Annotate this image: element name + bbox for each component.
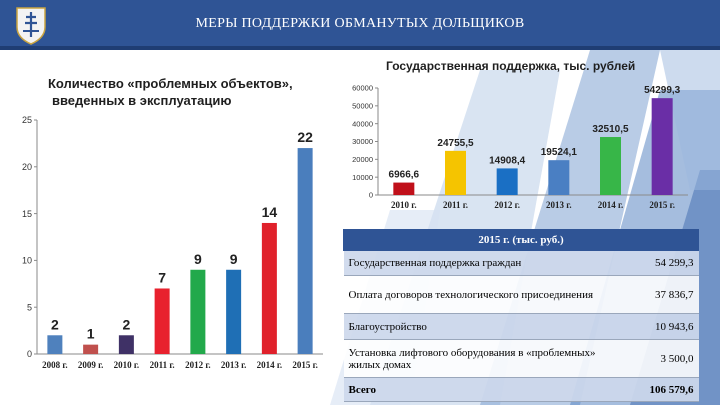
row-value: 54 299,3 — [618, 250, 699, 276]
support-table: 2015 г. (тыс. руб.) Государственная подд… — [343, 229, 699, 402]
y-tick-label: 40000 — [352, 119, 373, 128]
row-value: 3 500,0 — [618, 339, 699, 378]
bar-1 — [47, 335, 63, 354]
table-row: Оплата договоров технологического присое… — [343, 275, 699, 314]
category-label: 2013 г. — [546, 200, 572, 210]
chart-title: Государственная поддержка, тыс. рублей — [386, 59, 635, 73]
data-label: 22 — [297, 129, 313, 145]
category-label: 2012 г. — [494, 200, 520, 210]
category-label: 2013 г. — [221, 360, 247, 370]
table-header: 2015 г. (тыс. руб.) — [343, 229, 699, 251]
row-value: 37 836,7 — [618, 275, 699, 314]
data-label: 9 — [194, 251, 202, 267]
bar-3 — [496, 168, 518, 195]
bars: 2 2008 г. 1 2009 г. 2 2010 г. 7 2011 г. 9 2012 г.… — [42, 129, 318, 370]
bar-1 — [393, 182, 415, 195]
chart-title-line-2: введенных в эксплуатацию — [52, 93, 231, 108]
total-label: Всего — [343, 377, 619, 402]
data-label: 2 — [122, 316, 130, 332]
data-label: 6966,6 — [389, 170, 420, 181]
y-tick-label: 5 — [27, 302, 32, 312]
novosibirsk-crest-icon — [16, 7, 46, 45]
category-label: 2014 г. — [257, 360, 283, 370]
table-total-row: Всего 106 579,6 — [343, 377, 699, 402]
bar-5 — [190, 269, 206, 354]
y-tick-label: 0 — [27, 349, 32, 359]
page-title: МЕРЫ ПОДДЕРЖКИ ОБМАНУТЫХ ДОЛЬЩИКОВ — [195, 16, 525, 31]
data-label: 7 — [158, 269, 166, 285]
category-label: 2010 г. — [391, 200, 417, 210]
table-row: Благоустройство 10 943,6 — [343, 313, 699, 340]
y-axis: 0 10000 20000 30000 40000 50000 60000 — [352, 84, 688, 200]
table-row: Государственная поддержка граждан 54 299… — [343, 250, 699, 276]
y-tick-label: 15 — [22, 209, 32, 219]
row-value: 10 943,6 — [618, 313, 699, 340]
data-label: 14908,4 — [489, 155, 526, 166]
table-header-row: 2015 г. (тыс. руб.) — [343, 229, 699, 251]
y-tick-label: 25 — [22, 115, 32, 125]
bar-7 — [261, 222, 277, 354]
bar-2 — [445, 150, 466, 195]
data-label: 14 — [262, 204, 278, 220]
header-bar — [0, 0, 720, 50]
y-tick-label: 30000 — [352, 137, 373, 146]
bar-3 — [118, 335, 134, 354]
category-label: 2015 г. — [292, 360, 318, 370]
data-label: 24755,5 — [437, 138, 474, 149]
bar-5 — [600, 137, 621, 195]
data-label: 2 — [51, 316, 59, 332]
y-tick-label: 20 — [22, 162, 32, 172]
y-tick-label: 10 — [22, 256, 32, 266]
header-divider — [0, 46, 720, 50]
bar-6 — [651, 98, 673, 195]
data-label: 32510,5 — [592, 124, 629, 135]
category-label: 2011 г. — [150, 360, 175, 370]
chart-title-line-1: Количество «проблемных объектов», — [48, 76, 293, 91]
y-tick-label: 50000 — [352, 101, 373, 110]
data-label: 54299,3 — [644, 85, 681, 96]
category-label: 2009 г. — [78, 360, 104, 370]
row-label: Государственная поддержка граждан — [343, 250, 619, 276]
data-label: 19524,1 — [541, 147, 578, 158]
row-label: Благоустройство — [343, 313, 619, 340]
y-tick-label: 0 — [369, 191, 373, 200]
row-label: Оплата договоров технологического присое… — [343, 275, 619, 314]
bars: 6966,6 2010 г. 24755,5 2011 г. 14908,4 2012 г… — [389, 85, 681, 210]
row-label: Установка лифтового оборудования в «проб… — [343, 339, 619, 378]
data-label: 9 — [230, 251, 238, 267]
category-label: 2014 г. — [598, 200, 624, 210]
category-label: 2010 г. — [114, 360, 140, 370]
bar-4 — [548, 160, 570, 195]
bar-8 — [297, 148, 313, 354]
category-label: 2011 г. — [443, 200, 468, 210]
bar-2 — [83, 344, 99, 354]
bar-4 — [154, 288, 170, 354]
category-label: 2015 г. — [649, 200, 675, 210]
table-row: Установка лифтового оборудования в «проб… — [343, 339, 699, 378]
data-label: 1 — [87, 326, 95, 342]
category-label: 2012 г. — [185, 360, 211, 370]
y-tick-label: 60000 — [352, 84, 373, 93]
y-tick-label: 10000 — [352, 173, 373, 182]
y-tick-label: 20000 — [352, 155, 373, 164]
bar-6 — [226, 269, 242, 354]
category-label: 2008 г. — [42, 360, 68, 370]
total-value: 106 579,6 — [618, 377, 699, 402]
